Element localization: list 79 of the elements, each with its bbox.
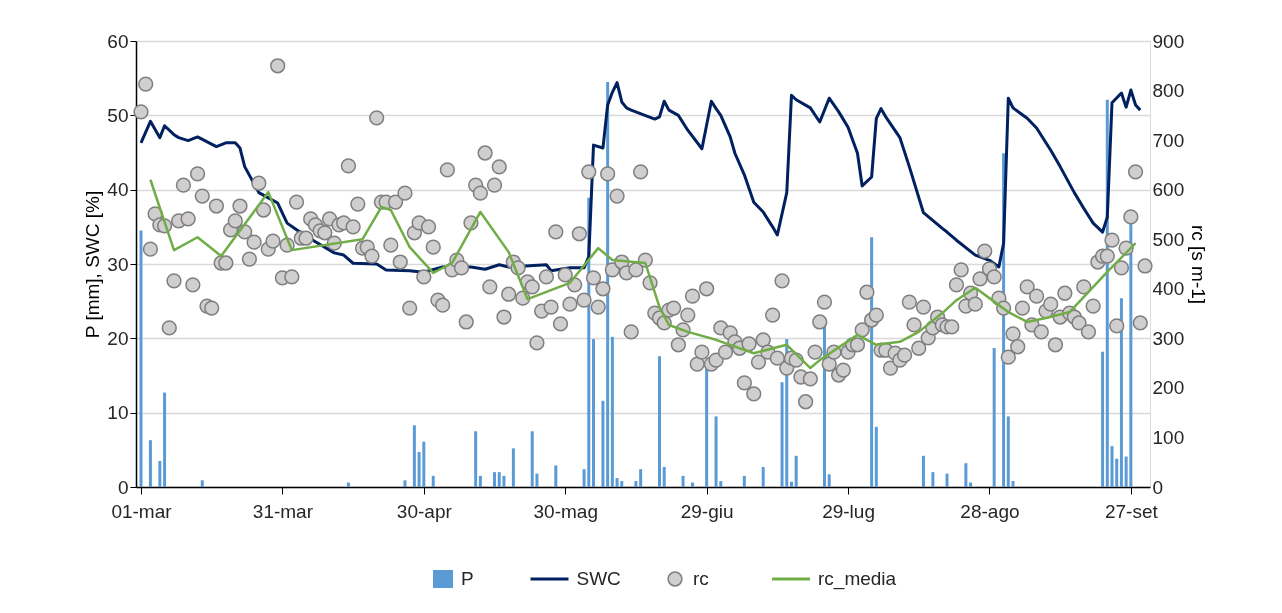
bar	[511, 448, 515, 487]
y2-tick-label: 100	[1152, 426, 1185, 448]
y-tick-label: 60	[107, 30, 129, 52]
y2-tick-label: 500	[1152, 228, 1185, 250]
bar	[681, 475, 685, 487]
bar	[502, 475, 506, 487]
x-tick-label: 29-lug	[822, 500, 875, 522]
bar	[761, 466, 765, 487]
y-tick-label: 10	[107, 402, 129, 424]
x-tick-label: 01-mar	[111, 500, 173, 522]
bar	[346, 482, 350, 487]
y2-tick-label: 300	[1152, 327, 1185, 349]
y2-axis-title: rc [s m-1]	[1188, 224, 1210, 305]
bar	[497, 472, 501, 487]
bar	[964, 463, 968, 487]
bar	[478, 475, 482, 487]
bar	[789, 481, 793, 487]
bar	[200, 480, 204, 487]
y2-tick-label: 200	[1152, 377, 1185, 399]
bar	[658, 356, 661, 487]
bar	[139, 230, 143, 487]
bar	[422, 441, 426, 487]
x-tick-label: 27-set	[1104, 500, 1159, 522]
y-tick-label: 40	[107, 179, 129, 201]
bar	[1011, 481, 1015, 487]
bar	[412, 425, 416, 487]
bar	[639, 469, 643, 487]
bar	[554, 465, 558, 487]
bar	[1006, 416, 1010, 487]
bar	[530, 431, 534, 487]
bar	[742, 475, 746, 487]
legend-label: P	[461, 568, 474, 589]
y2-tick-label: 0	[1152, 476, 1164, 498]
y-tick-label: 30	[107, 253, 129, 275]
bar	[431, 475, 435, 487]
y2-tick-label: 800	[1152, 80, 1185, 102]
y2-tick-label: 900	[1152, 30, 1185, 52]
bar	[992, 348, 996, 487]
y-tick-label: 20	[107, 327, 129, 349]
bar	[794, 455, 798, 487]
y-tick-label: 50	[107, 104, 129, 126]
x-tick-label: 30-mag	[533, 500, 598, 522]
bar	[690, 482, 694, 487]
x-tick-label: 29-giu	[680, 500, 734, 522]
x-tick-label: 31-mar	[252, 500, 314, 522]
bar	[148, 440, 152, 487]
y-tick-label: 0	[117, 476, 129, 498]
bar	[1101, 351, 1105, 487]
y-axis-title: P [mm], SWC [%]	[82, 190, 104, 339]
y2-tick-label: 700	[1152, 129, 1185, 151]
bar	[1110, 446, 1114, 487]
bar	[874, 426, 878, 487]
bar	[620, 481, 624, 487]
bar	[921, 455, 925, 487]
legend-label: rc_media	[818, 568, 897, 590]
y2-tick-label: 600	[1152, 179, 1185, 201]
bar	[615, 478, 619, 487]
bar	[634, 481, 638, 487]
bar	[662, 466, 666, 487]
bar	[969, 482, 973, 487]
bar	[474, 431, 478, 487]
bar	[601, 400, 605, 487]
bar	[714, 416, 718, 487]
bar	[827, 474, 831, 487]
x-tick-label: 28-ago	[960, 500, 1020, 522]
bar	[403, 480, 407, 487]
bar	[163, 392, 167, 487]
bar	[945, 473, 949, 487]
bar	[931, 472, 935, 487]
y2-tick-label: 400	[1152, 278, 1185, 300]
bar	[493, 472, 497, 487]
x-tick-label: 30-apr	[396, 500, 453, 522]
bar	[158, 460, 162, 487]
legend-label: rc	[693, 568, 709, 589]
bar	[705, 368, 709, 487]
bar	[610, 336, 614, 487]
bar	[1119, 298, 1123, 487]
legend-label: SWC	[576, 568, 621, 589]
bar	[592, 339, 596, 487]
